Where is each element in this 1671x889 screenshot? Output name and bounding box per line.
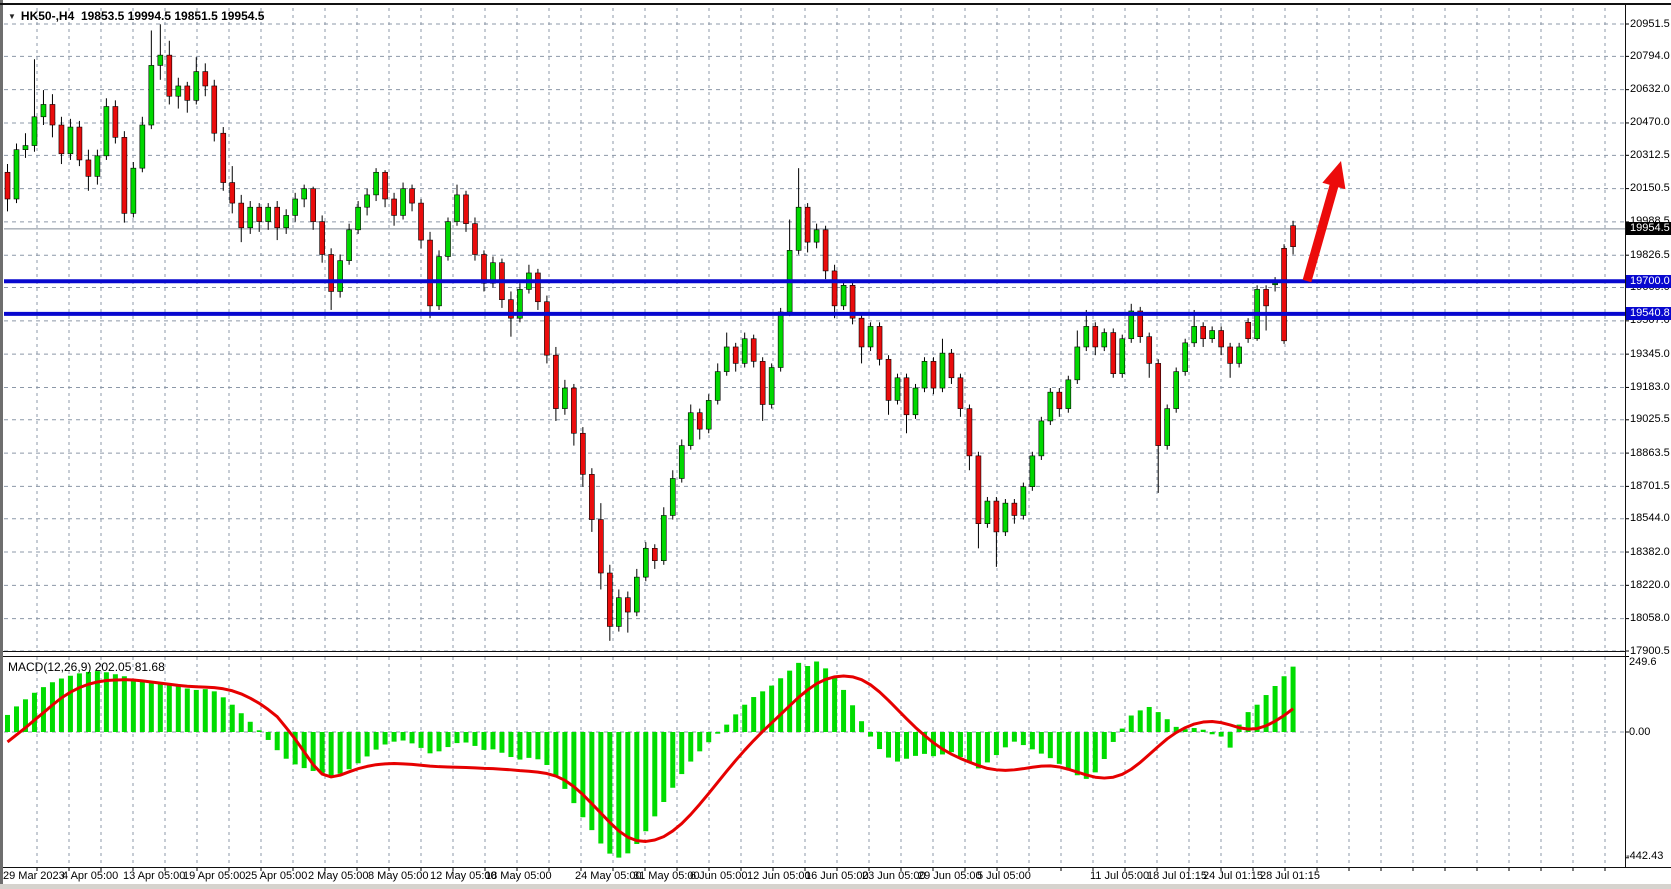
- macd-signal-line: [6, 674, 1294, 843]
- time-axis-label: 29 Jun 05:00: [918, 870, 982, 882]
- time-axis-label: 11 Jul 05:00: [1090, 870, 1150, 882]
- chart-title: ▼ HK50-,H4 19853.5 19994.5 19851.5 19954.…: [8, 9, 264, 23]
- price-axis-label: 20470.0: [1630, 116, 1670, 129]
- price-axis-label: 19183.0: [1630, 380, 1670, 393]
- price-axis-label: 18544.0: [1630, 512, 1670, 525]
- price-axis-label: 18382.0: [1630, 545, 1670, 558]
- time-axis-label: 12 May 05:00: [430, 870, 497, 882]
- price-axis-label: 20794.0: [1630, 49, 1670, 62]
- macd-indicator-label: MACD(12,26,9) 202.05 81.68: [8, 660, 165, 674]
- window-bottom-strip: [0, 884, 1671, 889]
- price-axis-label: 20150.5: [1630, 182, 1670, 195]
- time-axis-label: 28 Jul 01:15: [1260, 870, 1320, 882]
- price-axis-label: 20632.0: [1630, 83, 1670, 96]
- symbol-label: HK50-,H4: [20, 9, 75, 23]
- price-axis-label: 18701.5: [1630, 479, 1670, 492]
- macd-histogram: [5, 661, 1296, 858]
- window-top-frame: [0, 3, 1671, 5]
- axis-separator: [1625, 4, 1626, 868]
- time-axis-label: 18 Jul 01:15: [1147, 870, 1207, 882]
- panel-separator[interactable]: [3, 651, 1626, 652]
- time-axis-label: 6 Jun 05:00: [690, 870, 748, 882]
- time-axis-label: 4 Apr 05:00: [62, 870, 119, 882]
- time-axis-label: 12 Jun 05:00: [747, 870, 811, 882]
- macd-scale-min: -442.43: [1626, 850, 1664, 862]
- price-axis-label: 19826.5: [1630, 248, 1670, 261]
- time-axis-label: 16 Jun 05:00: [805, 870, 869, 882]
- price-axis-label: 19025.5: [1630, 413, 1670, 426]
- price-axis-label: 18220.0: [1630, 578, 1670, 591]
- time-axis-label: 5 Jul 05:00: [977, 870, 1031, 882]
- time-axis-label: 13 Apr 05:00: [123, 870, 186, 882]
- time-axis-label: 2 May 05:00: [308, 870, 369, 882]
- macd-panel-border-top: [3, 656, 1626, 657]
- time-axis-label: 31 May 05:00: [633, 870, 700, 882]
- symbol-dropdown-icon[interactable]: ▼: [8, 12, 16, 21]
- price-axis-label: 17900.5: [1630, 644, 1670, 657]
- time-axis-label: 23 Jun 05:00: [862, 870, 926, 882]
- time-axis-label: 8 May 05:00: [368, 870, 429, 882]
- time-axis-label: 25 Apr 05:00: [245, 870, 308, 882]
- trend-arrow-head[interactable]: [1322, 161, 1346, 190]
- price-axis-label: 18058.0: [1630, 612, 1670, 625]
- trend-arrow-shaft[interactable]: [1302, 179, 1340, 283]
- macd-scale-zero: 0.00: [1629, 726, 1651, 738]
- current-price-label: 19954.5: [1626, 222, 1671, 236]
- level-price-label: 19540.8: [1626, 307, 1671, 321]
- level-price-label: 19700.0: [1626, 274, 1671, 288]
- macd-panel-border-bottom: [3, 867, 1671, 868]
- ohlc-quote: 19853.5 19994.5 19851.5 19954.5: [80, 9, 265, 23]
- time-axis-label: 24 Jul 01:15: [1203, 870, 1263, 882]
- time-axis-label: 18 May 05:00: [485, 870, 552, 882]
- price-axis-label: 20951.5: [1630, 17, 1670, 30]
- window-left-frame: [0, 0, 3, 889]
- price-axis-label: 19345.0: [1630, 347, 1670, 360]
- price-axis-label: 20312.5: [1630, 148, 1670, 161]
- price-axis-label: 18863.5: [1630, 446, 1670, 459]
- macd-scale-max: 249.6: [1629, 656, 1657, 668]
- time-axis-label: 19 Apr 05:00: [183, 870, 246, 882]
- candlesticks: [4, 24, 1296, 641]
- time-axis-label: 24 May 05:00: [575, 870, 642, 882]
- time-axis-label: 29 Mar 2023: [3, 870, 65, 882]
